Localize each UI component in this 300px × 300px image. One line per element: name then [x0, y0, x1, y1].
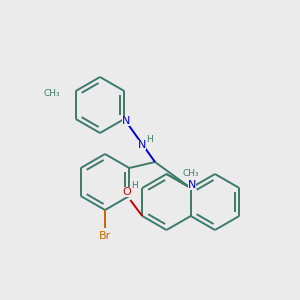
- Text: CH₃: CH₃: [43, 88, 60, 98]
- Text: CH₃: CH₃: [182, 169, 199, 178]
- Text: O: O: [122, 187, 130, 197]
- Text: Br: Br: [99, 231, 111, 241]
- Text: N: N: [188, 180, 196, 190]
- Text: N: N: [122, 116, 130, 126]
- Text: H: H: [131, 182, 138, 190]
- Text: H: H: [146, 135, 153, 144]
- Text: N: N: [137, 140, 146, 149]
